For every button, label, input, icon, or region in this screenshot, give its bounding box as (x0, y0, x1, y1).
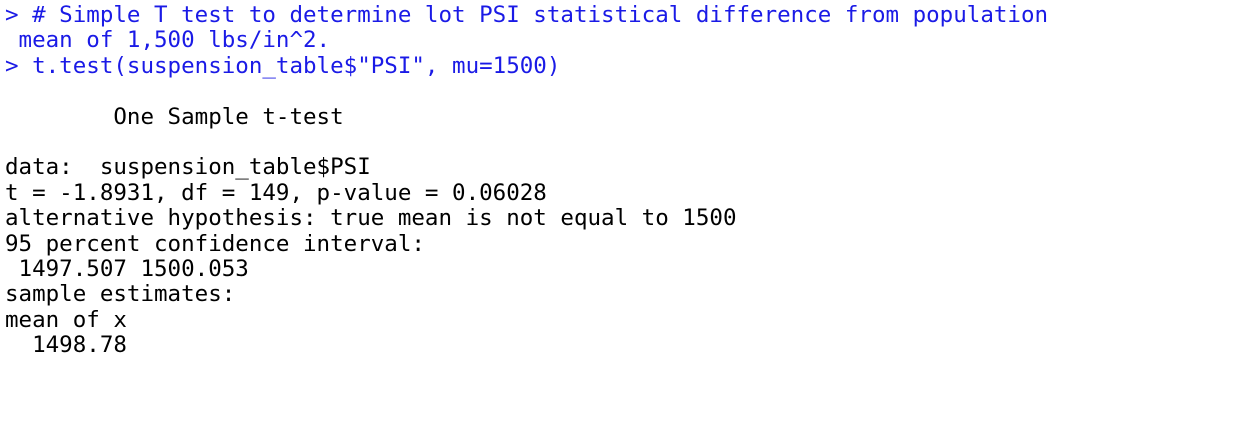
estimate-label: mean of x (5, 307, 141, 333)
console-blank-line (5, 79, 1260, 104)
confidence-interval-header: 95 percent confidence interval: (5, 231, 425, 257)
console-input-line: > t.test(suspension_table$"PSI", mu=1500… (5, 53, 561, 79)
data-line: data: suspension_table$PSI (5, 155, 371, 181)
sample-estimates-header: sample estimates: (5, 282, 236, 308)
confidence-interval-values: 1497.507 1500.053 (5, 256, 249, 282)
test-statistic-line: t = -1.8931, df = 149, p-value = 0.06028 (5, 180, 547, 206)
console-input-continuation-line: mean of 1,500 lbs/in^2. (5, 28, 331, 54)
test-title-line: One Sample t-test (5, 104, 344, 130)
console-input-line: > # Simple T test to determine lot PSI s… (5, 3, 1049, 28)
console-blank-line (5, 130, 1260, 155)
estimate-value: 1498.78 (5, 333, 141, 359)
alternative-hypothesis-line: alternative hypothesis: true mean is not… (5, 206, 737, 232)
